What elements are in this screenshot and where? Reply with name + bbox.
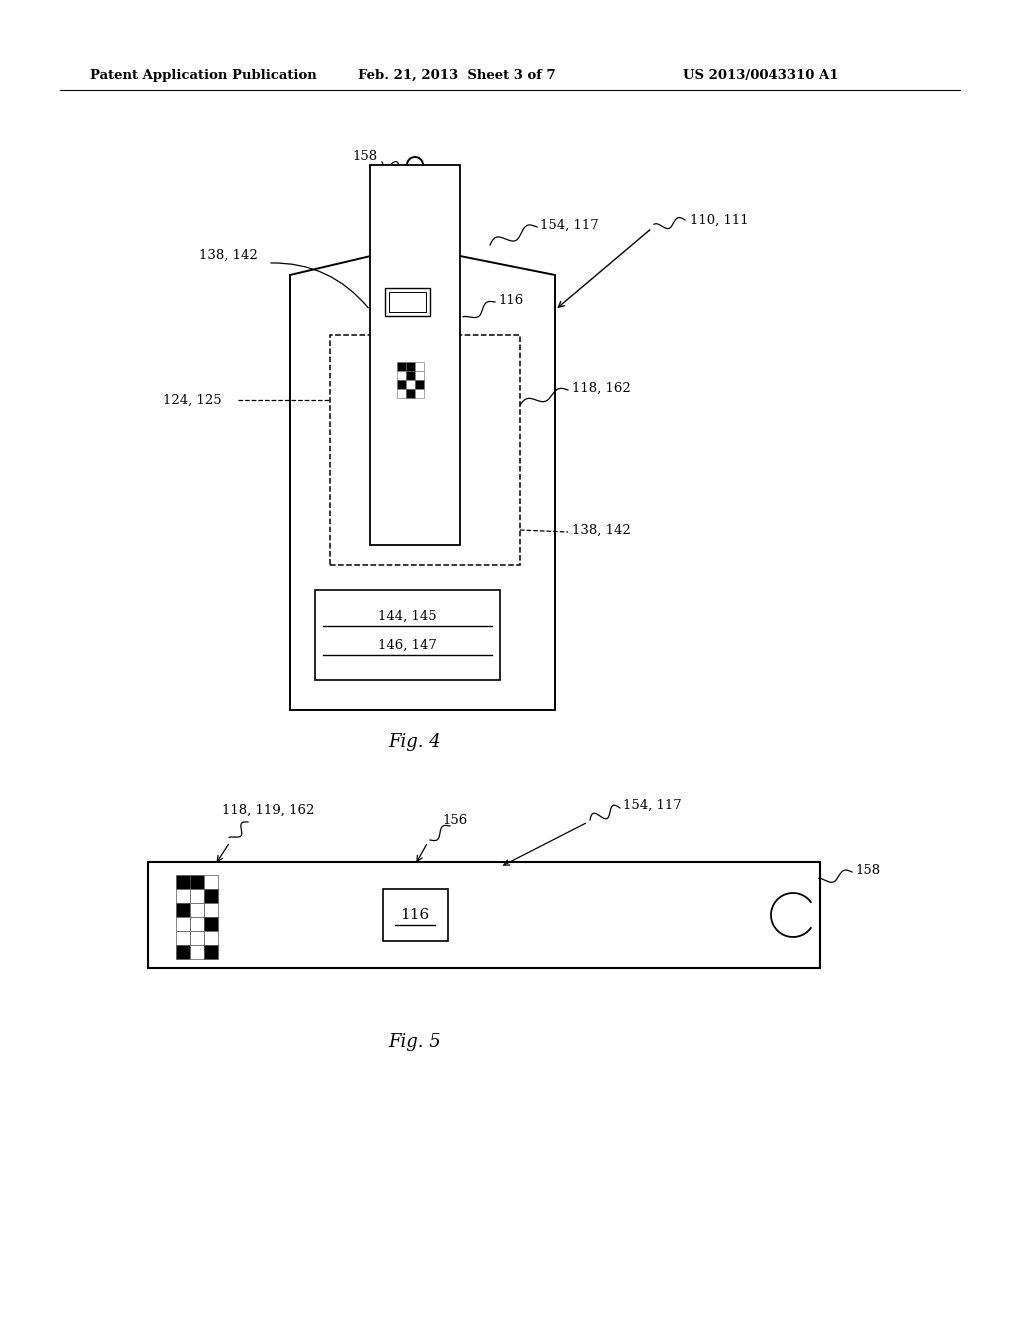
Bar [397, 371, 406, 380]
Bar [330, 335, 520, 565]
Bar [204, 931, 218, 945]
Bar [385, 288, 430, 315]
Bar [415, 389, 424, 399]
Bar [406, 362, 415, 371]
Bar [397, 380, 406, 389]
Text: 158: 158 [353, 150, 378, 164]
Bar [315, 590, 500, 680]
Bar [415, 371, 424, 380]
Bar [406, 389, 415, 399]
Bar [415, 380, 424, 389]
Bar [397, 362, 406, 371]
Bar [190, 917, 204, 931]
Text: US 2013/0043310 A1: US 2013/0043310 A1 [683, 69, 839, 82]
Text: 154, 117: 154, 117 [623, 799, 682, 812]
Bar [190, 875, 204, 888]
Text: 138, 142: 138, 142 [199, 248, 257, 261]
Bar [176, 931, 190, 945]
Bar [190, 903, 204, 917]
Bar [190, 945, 204, 960]
Bar [204, 903, 218, 917]
Bar [204, 917, 218, 931]
Bar [204, 945, 218, 960]
Bar [176, 903, 190, 917]
Bar [397, 389, 406, 399]
Bar [406, 371, 415, 380]
Bar [176, 945, 190, 960]
Bar [383, 888, 447, 941]
Text: 146, 147: 146, 147 [378, 639, 437, 652]
Text: 144, 145: 144, 145 [378, 610, 437, 623]
Text: Patent Application Publication: Patent Application Publication [90, 69, 316, 82]
Bar [389, 292, 426, 312]
Text: 124, 125: 124, 125 [163, 393, 221, 407]
Text: 118, 162: 118, 162 [572, 381, 631, 395]
Text: Fig. 5: Fig. 5 [389, 1034, 441, 1051]
Bar [204, 875, 218, 888]
Text: Feb. 21, 2013  Sheet 3 of 7: Feb. 21, 2013 Sheet 3 of 7 [358, 69, 556, 82]
Bar [148, 862, 820, 968]
Bar [406, 380, 415, 389]
Text: 110, 111: 110, 111 [690, 214, 749, 227]
Bar [370, 165, 460, 545]
Text: 154, 117: 154, 117 [540, 219, 599, 231]
Text: 118, 119, 162: 118, 119, 162 [222, 804, 314, 817]
Bar [190, 888, 204, 903]
Text: 116: 116 [400, 908, 430, 921]
Bar [176, 888, 190, 903]
Bar [415, 362, 424, 371]
Text: 158: 158 [855, 863, 880, 876]
Text: 156: 156 [442, 813, 468, 826]
Text: 116: 116 [498, 293, 523, 306]
Text: Fig. 4: Fig. 4 [389, 733, 441, 751]
Bar [176, 917, 190, 931]
Bar [190, 931, 204, 945]
Bar [176, 875, 190, 888]
Text: 138, 142: 138, 142 [572, 524, 631, 536]
Bar [371, 465, 459, 544]
Bar [204, 888, 218, 903]
